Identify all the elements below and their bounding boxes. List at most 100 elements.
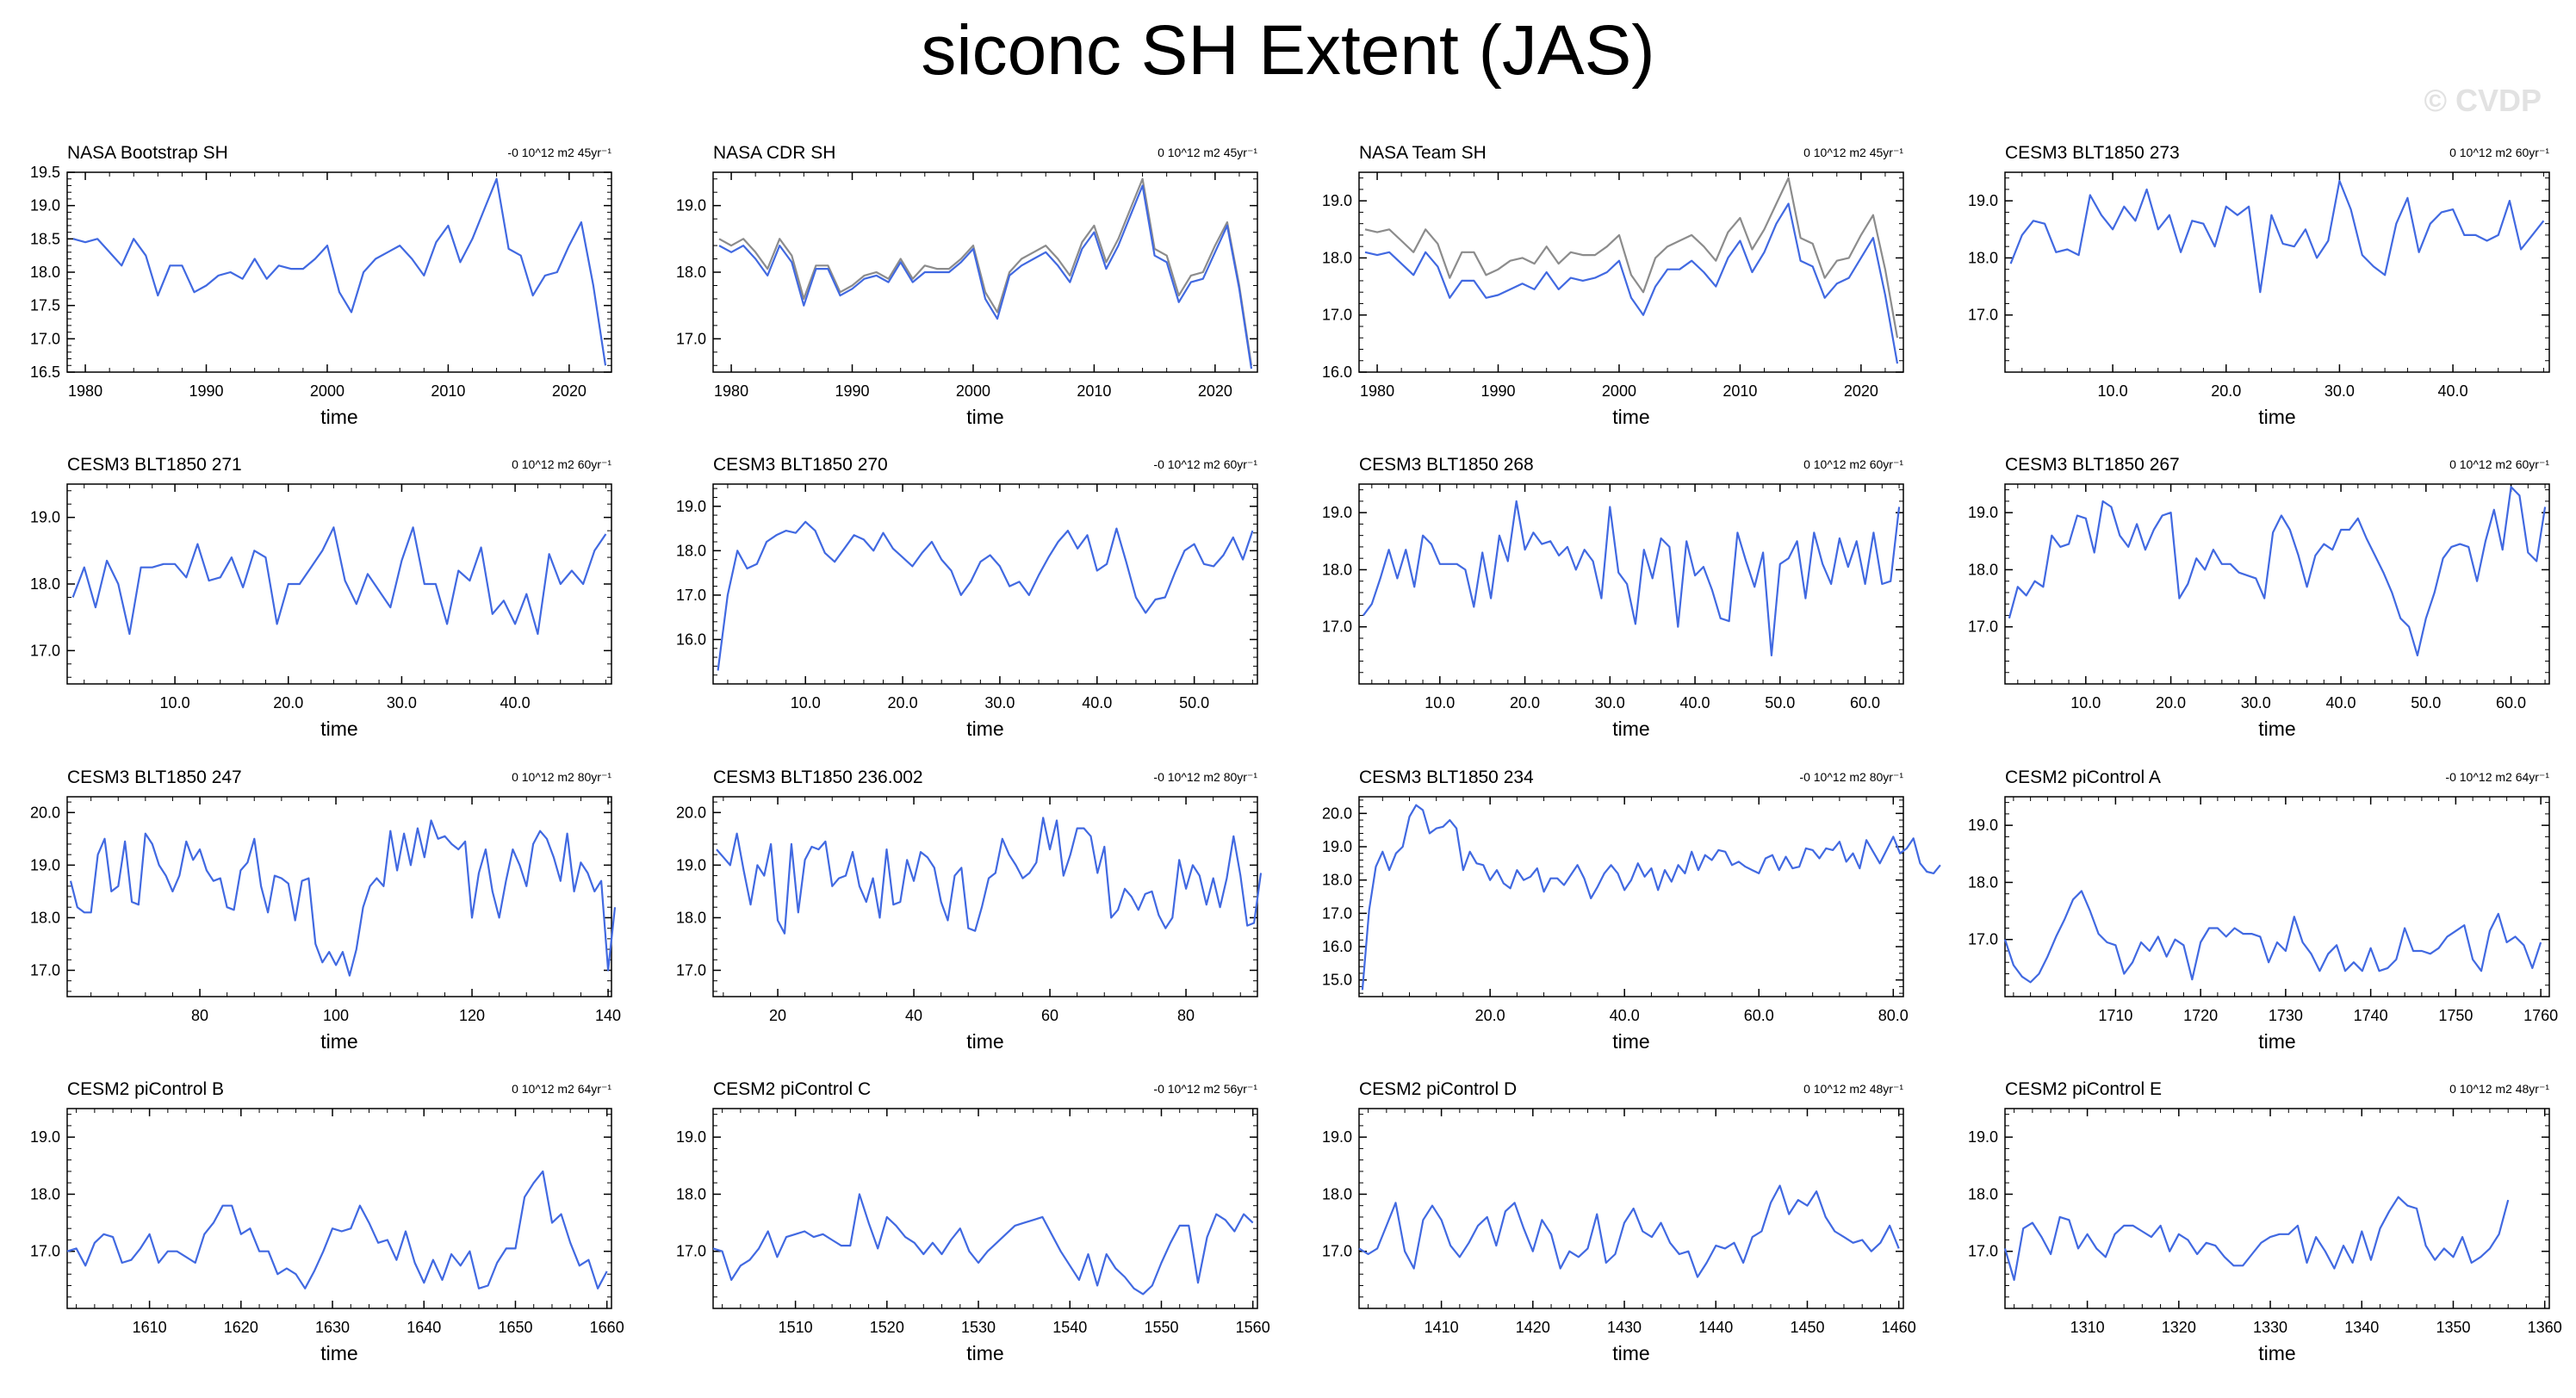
plot-frame (66, 483, 612, 685)
x-tick-label: 1330 (2253, 1319, 2287, 1336)
x-tick-label: 1360 (2528, 1319, 2562, 1336)
x-tick-label: 20.0 (273, 694, 303, 711)
y-tick-label: 17.0 (676, 1243, 706, 1260)
plot-frame (1358, 796, 1904, 997)
x-tick-label: 2000 (310, 382, 345, 400)
x-tick-label: 1750 (2438, 1007, 2473, 1024)
x-tick-label: 20.0 (1475, 1007, 1505, 1024)
y-tick-label: 17.0 (30, 642, 60, 659)
x-tick-label: 1650 (498, 1319, 532, 1336)
x-tick-label: 1520 (870, 1319, 904, 1336)
x-tick-label: 1660 (590, 1319, 624, 1336)
x-tick-label: 1740 (2354, 1007, 2388, 1024)
y-tick-label: 18.0 (676, 1185, 706, 1202)
x-tick-label: 60 (1041, 1007, 1058, 1024)
x-tick-label: 40.0 (1610, 1007, 1640, 1024)
trend-label: 0 10^12 m2 60yr⁻¹ (1803, 457, 1903, 471)
plot-frame (66, 1108, 612, 1309)
x-tick-label: 30.0 (984, 694, 1015, 711)
y-tick-label: 18.0 (1322, 872, 1352, 889)
y-tick-label: 19.0 (676, 1128, 706, 1146)
x-tick-label: 2000 (956, 382, 990, 400)
x-tick-label: 1450 (1790, 1319, 1824, 1336)
y-tick-label: 17.0 (30, 961, 60, 979)
x-tick-label: 1630 (315, 1319, 350, 1336)
x-tick-label: 1320 (2162, 1319, 2196, 1336)
x-axis-label: time (966, 406, 1003, 428)
plot-frame (1358, 483, 1904, 685)
x-axis-label: time (966, 718, 1003, 740)
x-tick-label: 80 (191, 1007, 208, 1024)
x-tick-label: 1560 (1236, 1319, 1270, 1336)
y-tick-label: 17.0 (1968, 931, 1998, 948)
y-tick-label: 17.0 (30, 1243, 60, 1260)
x-tick-label: 10.0 (1425, 694, 1455, 711)
x-tick-label: 50.0 (1179, 694, 1209, 711)
x-axis-label: time (966, 1030, 1003, 1053)
chart-panel: CESM2 piControl E 0 10^12 m2 48yr⁻¹ 1310 13… (1968, 1079, 2562, 1364)
series-line (2003, 890, 2542, 984)
y-tick-label: 19.0 (30, 197, 60, 214)
trend-label: -0 10^12 m2 80yr⁻¹ (1799, 770, 1903, 784)
y-tick-label: 18.0 (30, 264, 60, 281)
x-tick-label: 1510 (779, 1319, 813, 1336)
x-tick-label: 10.0 (160, 694, 190, 711)
x-tick-label: 1350 (2436, 1319, 2470, 1336)
y-tick-label: 20.0 (1322, 805, 1352, 822)
x-tick-label: 2000 (1602, 382, 1636, 400)
x-tick-label: 1760 (2523, 1007, 2558, 1024)
series-line (69, 819, 617, 977)
x-tick-label: 30.0 (2241, 694, 2271, 711)
y-tick-label: 18.0 (1968, 249, 1998, 266)
plot-frame (66, 796, 612, 997)
y-tick-label: 19.0 (1322, 504, 1352, 521)
panel-title: CESM2 piControl E (2005, 1079, 2162, 1099)
x-tick-label: 30.0 (1595, 694, 1625, 711)
x-tick-label: 1460 (1882, 1319, 1916, 1336)
plot-frame (2004, 1108, 2550, 1309)
y-tick-label: 17.0 (1322, 307, 1352, 324)
y-tick-label: 19.0 (1968, 817, 1998, 834)
x-tick-label: 1990 (835, 382, 869, 400)
trend-label: -0 10^12 m2 60yr⁻¹ (1153, 457, 1257, 471)
series-line (2008, 486, 2547, 657)
x-tick-label: 1440 (1698, 1319, 1733, 1336)
y-tick-label: 16.0 (676, 631, 706, 648)
panel-title: CESM3 BLT1850 271 (67, 455, 242, 475)
panel-title: CESM2 piControl C (713, 1079, 871, 1099)
y-tick-label: 17.0 (1322, 618, 1352, 636)
x-tick-label: 40.0 (1082, 694, 1112, 711)
panel-title: CESM3 BLT1850 247 (67, 767, 242, 787)
chart-panel: CESM2 piControl B 0 10^12 m2 64yr⁻¹ 1610 16… (30, 1079, 624, 1364)
x-tick-label: 2020 (1844, 382, 1878, 400)
x-tick-label: 1550 (1144, 1319, 1178, 1336)
x-tick-label: 1990 (189, 382, 223, 400)
series-line (1362, 500, 1901, 657)
x-tick-label: 20.0 (888, 694, 918, 711)
y-tick-label: 19.0 (676, 856, 706, 873)
cvdp-watermark: © CVDP (2424, 83, 2542, 118)
x-tick-label: 60.0 (1744, 1007, 1774, 1024)
panel-title: CESM3 BLT1850 270 (713, 455, 888, 475)
series-line (716, 817, 1263, 935)
x-tick-label: 1980 (68, 382, 102, 400)
x-tick-label: 1640 (407, 1319, 441, 1336)
x-axis-label: time (2258, 718, 2295, 740)
y-tick-label: 18.0 (1322, 249, 1352, 266)
x-axis-label: time (1612, 1030, 1649, 1053)
trend-label: 0 10^12 m2 60yr⁻¹ (2449, 457, 2549, 471)
x-tick-label: 1410 (1425, 1319, 1459, 1336)
y-tick-label: 18.0 (1968, 873, 1998, 891)
x-tick-label: 2020 (1198, 382, 1232, 400)
y-tick-label: 18.0 (1968, 1185, 1998, 1202)
y-tick-label: 19.5 (30, 164, 60, 181)
series-line (66, 1170, 608, 1289)
chart-panel: CESM3 BLT1850 271 0 10^12 m2 60yr⁻¹ 10.0 20… (30, 455, 612, 740)
y-tick-label: 16.0 (1322, 363, 1352, 381)
trend-label: 0 10^12 m2 48yr⁻¹ (2449, 1082, 2549, 1096)
y-tick-label: 19.0 (1968, 192, 1998, 209)
x-tick-label: 2010 (431, 382, 465, 400)
panel-title: NASA CDR SH (713, 143, 835, 163)
y-tick-label: 17.0 (1322, 1243, 1352, 1260)
chart-panel: CESM2 piControl A -0 10^12 m2 64yr⁻¹ 1710 1… (1968, 767, 2558, 1053)
